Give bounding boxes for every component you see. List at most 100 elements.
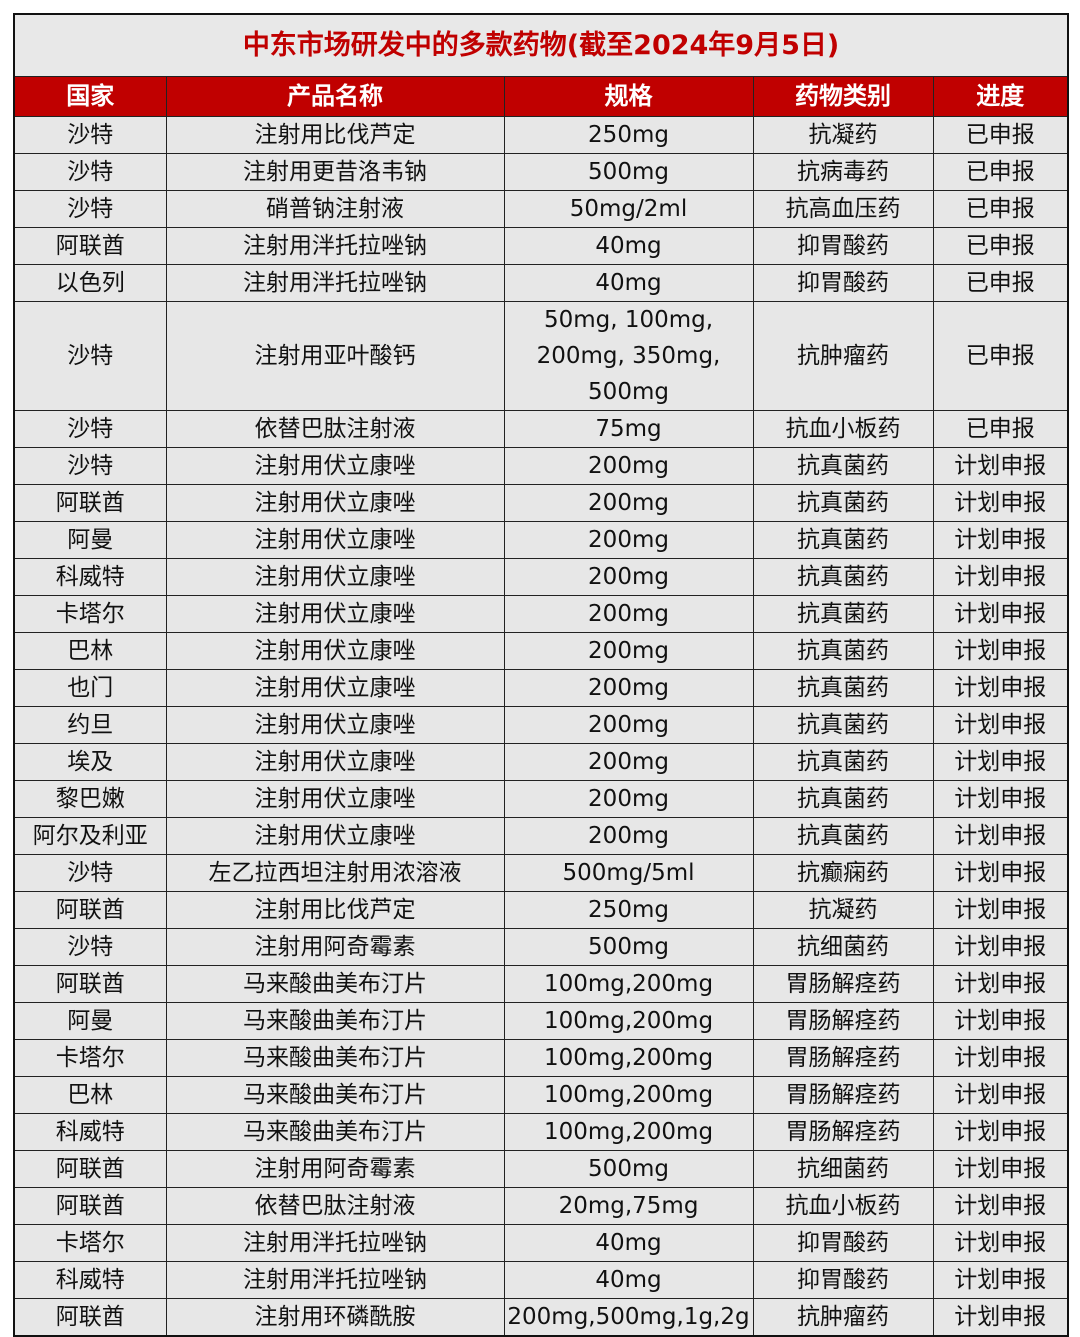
table-row: 阿曼 注射用伏立康唑 200mg 抗真菌药 计划申报 [13,521,1069,559]
cell-category: 抗真菌药 [752,817,934,855]
cell-country: 沙特 [13,301,167,411]
cell-country: 阿联酋 [13,965,167,1003]
cell-product: 注射用伏立康唑 [165,521,505,559]
cell-category: 抗癫痫药 [752,854,934,892]
cell-product: 马来酸曲美布汀片 [165,1039,505,1077]
cell-country: 卡塔尔 [13,1039,167,1077]
table-row: 沙特 左乙拉西坦注射用浓溶液 500mg/5ml 抗癫痫药 计划申报 [13,854,1069,892]
table-row: 埃及 注射用伏立康唑 200mg 抗真菌药 计划申报 [13,743,1069,781]
cell-product: 注射用阿奇霉素 [165,1150,505,1188]
cell-product: 左乙拉西坦注射用浓溶液 [165,854,505,892]
cell-category: 抗血小板药 [752,1187,934,1225]
cell-country: 阿联酋 [13,1187,167,1225]
cell-product: 注射用伏立康唑 [165,484,505,522]
cell-spec: 250mg [503,891,754,929]
cell-spec: 75mg [503,410,754,448]
header-status: 进度 [932,76,1069,117]
table-row: 阿曼 马来酸曲美布汀片 100mg,200mg 胃肠解痉药 计划申报 [13,1002,1069,1040]
table-row: 阿联酋 注射用泮托拉唑钠 40mg 抑胃酸药 已申报 [13,227,1069,265]
cell-category: 抗凝药 [752,116,934,154]
cell-status: 计划申报 [932,1187,1069,1225]
cell-category: 抗病毒药 [752,153,934,191]
cell-category: 胃肠解痉药 [752,1076,934,1114]
cell-category: 抗细菌药 [752,1150,934,1188]
cell-category: 抗真菌药 [752,484,934,522]
table-row: 黎巴嫩 注射用伏立康唑 200mg 抗真菌药 计划申报 [13,780,1069,818]
cell-category: 抗真菌药 [752,743,934,781]
cell-status: 计划申报 [932,1298,1069,1337]
table-row: 沙特 注射用伏立康唑 200mg 抗真菌药 计划申报 [13,447,1069,485]
cell-category: 抑胃酸药 [752,227,934,265]
cell-spec: 40mg [503,227,754,265]
cell-status: 计划申报 [932,1224,1069,1262]
cell-spec: 200mg [503,669,754,707]
cell-spec: 200mg [503,558,754,596]
cell-country: 阿曼 [13,521,167,559]
cell-product: 依替巴肽注射液 [165,1187,505,1225]
cell-country: 沙特 [13,854,167,892]
cell-product: 注射用伏立康唑 [165,595,505,633]
cell-product: 注射用泮托拉唑钠 [165,264,505,302]
table-row: 卡塔尔 马来酸曲美布汀片 100mg,200mg 胃肠解痉药 计划申报 [13,1039,1069,1077]
cell-product: 马来酸曲美布汀片 [165,1113,505,1151]
cell-product: 硝普钠注射液 [165,190,505,228]
cell-country: 约旦 [13,706,167,744]
cell-category: 抗真菌药 [752,706,934,744]
cell-spec: 20mg,75mg [503,1187,754,1225]
cell-status: 计划申报 [932,743,1069,781]
cell-status: 已申报 [932,153,1069,191]
cell-status: 计划申报 [932,595,1069,633]
cell-country: 巴林 [13,1076,167,1114]
table-row: 阿尔及利亚 注射用伏立康唑 200mg 抗真菌药 计划申报 [13,817,1069,855]
cell-product: 注射用伏立康唑 [165,632,505,670]
cell-status: 已申报 [932,301,1069,411]
table-row: 以色列 注射用泮托拉唑钠 40mg 抑胃酸药 已申报 [13,264,1069,302]
cell-status: 计划申报 [932,854,1069,892]
cell-country: 卡塔尔 [13,1224,167,1262]
cell-status: 已申报 [932,190,1069,228]
cell-spec: 40mg [503,264,754,302]
cell-category: 抗肿瘤药 [752,301,934,411]
cell-status: 计划申报 [932,484,1069,522]
cell-status: 计划申报 [932,965,1069,1003]
cell-spec: 100mg,200mg [503,1113,754,1151]
drug-table: 中东市场研发中的多款药物(截至2024年9月5日) 国家 产品名称 规格 药物类… [13,13,1070,1337]
cell-spec: 500mg [503,153,754,191]
table-row: 卡塔尔 注射用泮托拉唑钠 40mg 抑胃酸药 计划申报 [13,1224,1069,1262]
cell-country: 沙特 [13,190,167,228]
table-row: 沙特 注射用比伐芦定 250mg 抗凝药 已申报 [13,116,1069,154]
cell-category: 胃肠解痉药 [752,1002,934,1040]
cell-spec: 200mg [503,780,754,818]
cell-spec: 200mg [503,595,754,633]
cell-status: 计划申报 [932,1076,1069,1114]
cell-status: 计划申报 [932,928,1069,966]
cell-country: 沙特 [13,116,167,154]
cell-product: 注射用比伐芦定 [165,891,505,929]
cell-category: 胃肠解痉药 [752,965,934,1003]
table-row: 巴林 马来酸曲美布汀片 100mg,200mg 胃肠解痉药 计划申报 [13,1076,1069,1114]
cell-status: 计划申报 [932,632,1069,670]
cell-country: 科威特 [13,1113,167,1151]
cell-category: 抗血小板药 [752,410,934,448]
cell-status: 计划申报 [932,521,1069,559]
cell-product: 注射用伏立康唑 [165,780,505,818]
cell-status: 计划申报 [932,1150,1069,1188]
cell-spec: 200mg [503,521,754,559]
header-country: 国家 [13,76,167,117]
cell-category: 抗真菌药 [752,558,934,596]
cell-status: 已申报 [932,264,1069,302]
cell-country: 阿联酋 [13,1298,167,1337]
cell-spec: 500mg [503,1150,754,1188]
cell-product: 注射用伏立康唑 [165,447,505,485]
cell-product: 注射用伏立康唑 [165,558,505,596]
table-row: 阿联酋 注射用比伐芦定 250mg 抗凝药 计划申报 [13,891,1069,929]
cell-spec: 100mg,200mg [503,1039,754,1077]
cell-product: 注射用比伐芦定 [165,116,505,154]
cell-spec: 100mg,200mg [503,965,754,1003]
cell-category: 抗真菌药 [752,521,934,559]
header-category: 药物类别 [752,76,934,117]
cell-country: 黎巴嫩 [13,780,167,818]
cell-spec: 40mg [503,1224,754,1262]
cell-status: 已申报 [932,410,1069,448]
cell-spec: 200mg [503,632,754,670]
